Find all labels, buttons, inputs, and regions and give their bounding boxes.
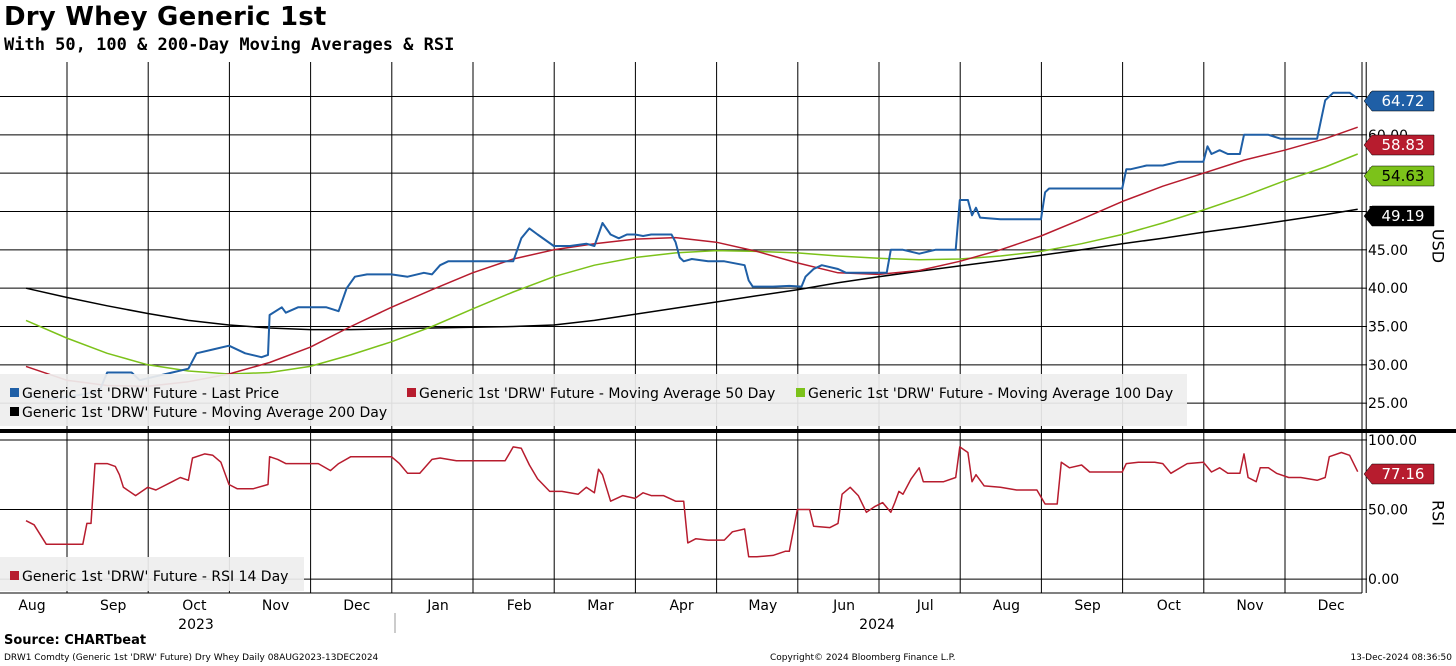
x-month-label: Dec [1318, 598, 1345, 614]
price-ytick-label: 45.00 [1368, 243, 1408, 259]
last-value-tag-last [1363, 90, 1435, 112]
last-value-label-last: 64.72 [1382, 92, 1425, 110]
x-month-label: Oct [182, 598, 207, 614]
rsi-axis-title: RSI [1429, 500, 1448, 526]
x-year-label: 2024 [859, 617, 895, 633]
price-ytick-label: 40.00 [1368, 281, 1408, 297]
series-ma100-line [25, 153, 1358, 375]
x-month-label: Nov [1236, 598, 1263, 614]
last-value-label-ma200: 49.19 [1382, 207, 1425, 225]
series-ma200-line [25, 208, 1358, 331]
footer-copyright: Copyright© 2024 Bloomberg Finance L.P. [770, 653, 956, 663]
x-month-label: Sep [100, 598, 127, 614]
chart-title: Dry Whey Generic 1st [4, 2, 327, 32]
legend-swatch-rsi [10, 571, 19, 580]
rsi-legend-box [0, 557, 304, 591]
x-month-label: Feb [507, 598, 532, 614]
last-value-tag-rsi [1363, 463, 1435, 485]
last-value-tag-ma100 [1363, 165, 1435, 187]
legend-label-ma50: Generic 1st 'DRW' Future - Moving Averag… [419, 386, 775, 402]
series-rsi-line [25, 446, 1359, 558]
x-year-label: 2023 [178, 617, 214, 633]
last-value-label-rsi: 77.16 [1382, 465, 1425, 483]
price-axis-title: USD [1429, 229, 1448, 263]
legend-label-rsi: Generic 1st 'DRW' Future - RSI 14 Day [22, 569, 288, 585]
price-ytick-label: 35.00 [1368, 320, 1408, 336]
footer-ticker-line: DRW1 Comdty (Generic 1st 'DRW' Future) D… [4, 653, 379, 663]
footer-timestamp: 13-Dec-2024 08:36:50 [1350, 653, 1452, 663]
legend-swatch-ma50 [407, 388, 416, 397]
last-value-label-ma100: 54.63 [1382, 167, 1425, 185]
x-month-label: Apr [669, 598, 693, 614]
rsi-ytick-label: 0.00 [1368, 572, 1399, 588]
x-month-label: Oct [1157, 598, 1182, 614]
x-month-label: Jun [832, 598, 855, 614]
x-month-label: Dec [343, 598, 370, 614]
price-legend-box [0, 374, 1187, 426]
x-month-label: Mar [587, 598, 614, 614]
rsi-ytick-label: 100.00 [1368, 433, 1417, 449]
last-value-tag-ma50 [1363, 134, 1435, 156]
legend-label-ma100: Generic 1st 'DRW' Future - Moving Averag… [808, 386, 1173, 402]
last-value-label-ma50: 58.83 [1382, 136, 1425, 154]
legend-swatch-last [10, 388, 19, 397]
legend-label-ma200: Generic 1st 'DRW' Future - Moving Averag… [22, 405, 387, 421]
series-last-price-line [25, 91, 1359, 401]
x-month-label: Aug [18, 598, 45, 614]
chart-subtitle: With 50, 100 & 200-Day Moving Averages &… [4, 35, 455, 55]
x-month-label: Sep [1074, 598, 1101, 614]
price-ytick-label: 30.00 [1368, 358, 1408, 374]
rsi-ytick-label: 50.00 [1368, 503, 1408, 519]
x-month-label: Jul [916, 598, 934, 614]
legend-swatch-ma200 [10, 407, 19, 416]
panel-divider [0, 429, 1456, 433]
legend-swatch-ma100 [796, 388, 805, 397]
last-value-tag-ma200 [1363, 205, 1435, 227]
x-month-label: Jan [426, 598, 449, 614]
x-month-label: Aug [993, 598, 1020, 614]
price-ytick-label: 25.00 [1368, 396, 1408, 412]
legend-label-last: Generic 1st 'DRW' Future - Last Price [22, 386, 279, 402]
series-ma50-line [25, 126, 1358, 388]
footer-source: Source: CHARTbeat [4, 633, 147, 648]
x-month-label: Nov [262, 598, 289, 614]
x-month-label: May [748, 598, 777, 614]
